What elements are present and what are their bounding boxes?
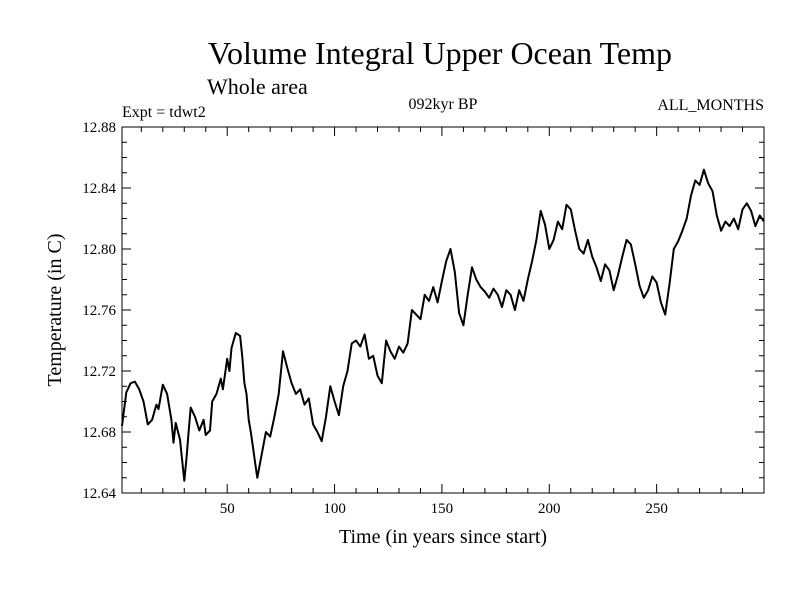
period-label: 092kyr BP bbox=[409, 96, 478, 113]
chart-title: Volume Integral Upper Ocean Temp bbox=[208, 35, 672, 71]
y-tick-label: 12.72 bbox=[82, 364, 116, 380]
x-tick-label: 200 bbox=[538, 501, 561, 517]
chart-subtitle: Whole area bbox=[207, 74, 308, 99]
plot-frame bbox=[121, 126, 765, 494]
x-tick-label: 100 bbox=[323, 501, 346, 517]
y-tick-label: 12.88 bbox=[82, 120, 116, 136]
axis-ticks bbox=[122, 126, 764, 494]
y-tick-label: 12.64 bbox=[82, 486, 116, 502]
months-label: ALL_MONTHS bbox=[657, 97, 764, 114]
experiment-label: Expt = tdwt2 bbox=[122, 104, 206, 121]
y-tick-label: 12.84 bbox=[82, 181, 116, 197]
x-tick-label: 250 bbox=[645, 501, 668, 517]
series-line bbox=[121, 168, 765, 482]
y-axis-label: Temperature (in C) bbox=[44, 234, 66, 387]
x-axis-label: Time (in years since start) bbox=[339, 526, 547, 548]
tick-labels: 50 100 150 200 250 12.64 12.68 12.72 12.76 12.80 1… bbox=[82, 120, 668, 517]
x-tick-label: 150 bbox=[431, 501, 454, 517]
y-tick-label: 12.80 bbox=[82, 242, 116, 258]
y-tick-label: 12.68 bbox=[82, 425, 116, 441]
y-tick-label: 12.76 bbox=[82, 303, 116, 319]
x-tick-label: 50 bbox=[220, 501, 235, 517]
